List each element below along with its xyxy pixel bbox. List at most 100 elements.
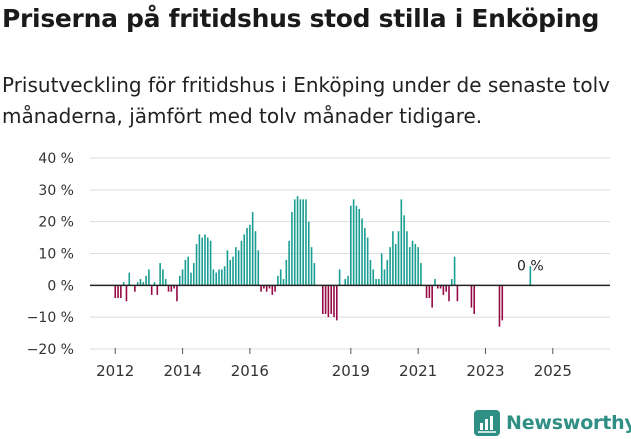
bar [302,199,304,286]
bar [310,247,313,286]
bar [451,278,453,286]
bar [226,250,229,286]
bar [125,285,128,302]
bar [378,278,380,286]
y-tick-label: 10 % [38,247,74,263]
bar [271,285,274,295]
bar [305,199,307,286]
y-tick-label: 0 % [47,278,74,294]
bar [215,272,218,286]
bar [336,285,338,321]
bar [344,278,347,286]
last-value-label: 0 % [517,258,544,274]
x-tick-label: 2021 [399,362,437,380]
bar [406,231,408,286]
x-tick-label: 2012 [96,362,134,380]
bar [291,212,293,286]
bar [414,243,417,286]
x-tick-label: 2025 [534,362,572,380]
bar [192,263,195,286]
bar [448,285,450,302]
bar [333,285,335,318]
bar [392,231,394,286]
bar [428,285,431,299]
bar [288,240,290,286]
bar [195,243,198,286]
bar [296,196,299,286]
bar [159,263,161,286]
bar [184,259,187,286]
bar [327,285,330,318]
bar [223,266,226,286]
bar [206,237,209,286]
bar [150,285,153,295]
bar [408,247,411,286]
x-tick-label: 2014 [163,362,201,380]
brand-name: Newsworthy [506,412,631,434]
bar [167,285,170,292]
bar [470,285,473,308]
bar [498,285,501,327]
bar [254,231,257,286]
bar [251,212,254,286]
bar [293,199,296,286]
bar [156,285,159,295]
bar [411,240,414,286]
bar [338,269,341,286]
bar [153,282,156,286]
bar [235,247,237,286]
bar [400,199,403,286]
bar [170,285,173,292]
bar [529,266,532,286]
bar [204,234,206,286]
bar [279,269,282,286]
bar [372,269,375,286]
bar [501,285,504,321]
y-tick-label: −10 % [27,310,74,326]
bar [122,282,125,286]
bar [249,224,251,286]
y-tick-label: 40 % [38,151,74,167]
bar [260,285,262,292]
bar [358,208,361,286]
bar [218,269,220,286]
bar [232,256,234,286]
bar [176,285,178,302]
bar [257,250,260,286]
bar [434,278,436,286]
bar [366,237,369,286]
newsworthy-logo-icon [474,410,500,436]
bar [386,259,389,286]
bar [417,247,419,286]
bar [173,285,175,289]
bar [350,205,352,286]
bar [243,234,246,286]
brand-logo[interactable]: Newsworthy [474,408,631,438]
bar [364,228,366,286]
bar [352,199,355,286]
bar [139,278,142,286]
bar [201,237,203,286]
bar [142,282,145,286]
bar [375,278,377,286]
bar [128,272,131,286]
bar [307,221,310,286]
bar [134,285,136,292]
bar [456,285,459,302]
bar [299,199,302,286]
bar [277,275,279,286]
bar [394,243,397,286]
bar [209,240,212,286]
bar [397,231,400,286]
bar [190,272,192,286]
bar [473,285,476,314]
chart-title: Priserna på fritidshus stod stilla i Enk… [2,4,600,33]
bar [389,247,391,286]
bar [164,278,167,286]
bar [181,269,184,286]
y-tick-label: −20 % [27,342,74,358]
bar [431,285,433,308]
x-tick-label: 2023 [466,362,504,380]
bar [237,250,240,286]
bar [212,269,215,286]
